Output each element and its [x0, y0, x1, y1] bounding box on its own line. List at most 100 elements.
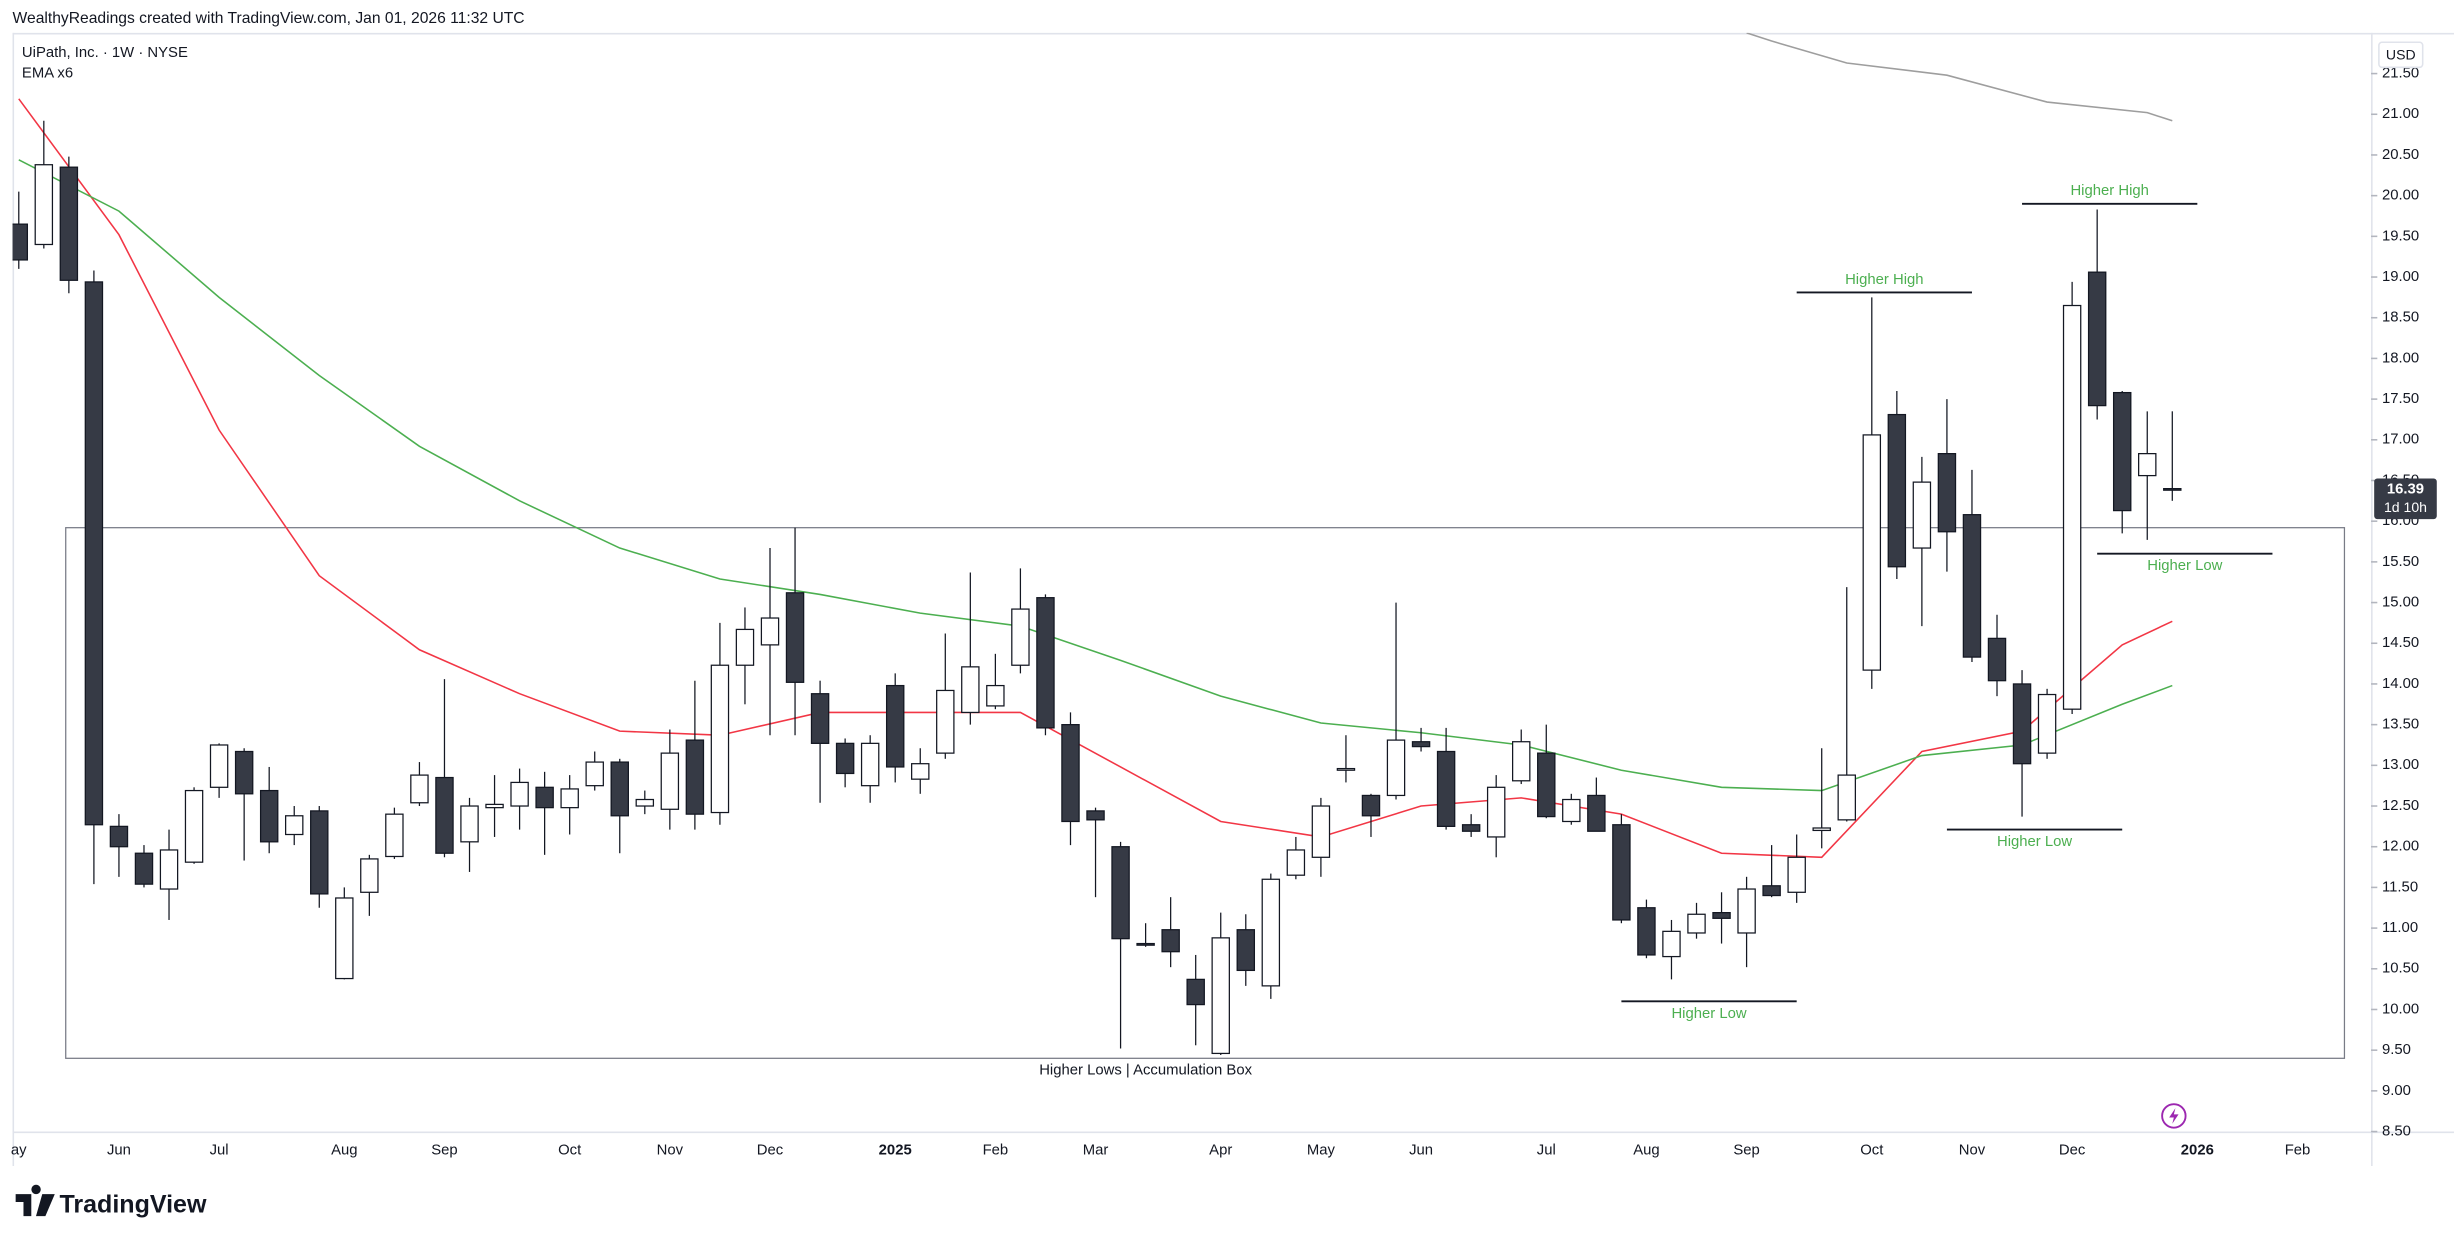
- annotation-label: Higher Low: [1671, 1006, 1746, 1022]
- candle: [1186, 954, 1205, 1046]
- candle-body: [134, 852, 154, 885]
- candle: [1311, 797, 1331, 877]
- candle-body: [1787, 856, 1806, 893]
- currency: USD: [2386, 46, 2416, 62]
- candle: [335, 887, 354, 980]
- x-tick-label: Sep: [431, 1142, 457, 1158]
- candle-body: [259, 789, 279, 843]
- x-tick-label: Jun: [1409, 1142, 1433, 1158]
- x-tick-label: Mar: [1083, 1142, 1109, 1158]
- candle-body: [911, 763, 930, 780]
- candle-body: [635, 798, 655, 807]
- candle: [1662, 919, 1681, 980]
- candle: [1361, 793, 1381, 837]
- candle: [835, 738, 855, 788]
- event-icon[interactable]: [2161, 1103, 2187, 1129]
- candle-body: [1987, 637, 2007, 682]
- candle-body: [1336, 767, 1356, 771]
- candle-body: [1086, 810, 1105, 821]
- candle-body: [109, 825, 129, 848]
- symbol-title: UiPath, Inc. · 1W · NYSE: [22, 45, 188, 61]
- y-tick-label: 18.50: [2382, 310, 2419, 326]
- candle: [1737, 876, 1756, 968]
- annotation-label: Higher Low: [2147, 558, 2222, 574]
- candle-body: [1486, 786, 1506, 838]
- y-tick-label: 13.50: [2382, 717, 2419, 733]
- candle: [485, 775, 504, 837]
- y-tick-label: 11.50: [2382, 879, 2418, 895]
- y-tick-label: 20.00: [2382, 188, 2419, 204]
- brand-icon: [15, 1184, 55, 1217]
- candle: [2062, 281, 2082, 715]
- x-tick-label: Nov: [1959, 1142, 1986, 1158]
- candle: [1912, 456, 1932, 627]
- candle-body: [1837, 774, 1856, 821]
- candle-body: [961, 666, 980, 714]
- candle-body: [560, 788, 579, 809]
- candle-body: [485, 803, 504, 809]
- candle: [460, 797, 479, 872]
- candle: [1787, 834, 1806, 903]
- candle: [360, 854, 379, 916]
- candle-body: [1912, 481, 1932, 549]
- candle-body: [2012, 683, 2032, 765]
- candle: [936, 633, 955, 759]
- candle-body: [435, 776, 454, 854]
- y-tick-label: 10.50: [2382, 961, 2419, 977]
- candle-body: [610, 761, 629, 817]
- candle-body: [385, 813, 404, 858]
- candle-body: [184, 789, 204, 863]
- candle-body: [735, 628, 755, 666]
- candle-body: [1962, 514, 1982, 658]
- candle: [1587, 777, 1606, 832]
- y-tick-label: 20.50: [2382, 147, 2419, 163]
- candle-body: [1361, 794, 1381, 817]
- candle-body: [1587, 794, 1606, 832]
- candle: [1937, 399, 1957, 572]
- candle-body: [1461, 824, 1481, 832]
- candle-body: [1737, 888, 1756, 934]
- annotation-label: Higher Low: [1997, 834, 2072, 850]
- candle-body: [1537, 752, 1556, 818]
- candle-body: [460, 805, 479, 843]
- candle: [1436, 727, 1456, 830]
- y-tick-label: 14.00: [2382, 676, 2419, 692]
- candle: [1011, 568, 1030, 674]
- candle-body: [760, 617, 780, 646]
- candle-body: [1887, 413, 1907, 568]
- candle: [860, 735, 880, 803]
- candle: [12, 191, 29, 269]
- candle: [410, 762, 429, 807]
- candle: [810, 680, 830, 803]
- candle-body: [84, 281, 104, 826]
- candle: [560, 775, 579, 835]
- candle: [184, 787, 204, 864]
- candle: [685, 680, 705, 830]
- price-tag-value: 16.39: [2387, 481, 2424, 497]
- y-tick-label: 11.00: [2382, 920, 2418, 936]
- candle: [259, 766, 279, 854]
- x-tick-label: Jul: [210, 1142, 229, 1158]
- candle: [1161, 897, 1180, 968]
- candle: [1537, 724, 1556, 819]
- x-tick-label: Oct: [558, 1142, 582, 1158]
- candle-body: [885, 684, 905, 768]
- candle: [1461, 814, 1481, 837]
- candle: [385, 807, 404, 859]
- candle-body: [59, 166, 79, 281]
- candle: [2163, 411, 2182, 501]
- ema-line: [1746, 32, 2173, 122]
- x-tick-label: Jun: [107, 1142, 131, 1158]
- candle: [710, 622, 730, 825]
- y-tick-label: 13.00: [2382, 757, 2419, 773]
- ema-line: [18, 98, 2173, 859]
- candle-body: [2163, 488, 2182, 491]
- y-tick-label: 17.50: [2382, 391, 2419, 407]
- candle-body: [1411, 741, 1431, 748]
- candle: [610, 758, 629, 854]
- candle: [159, 829, 179, 920]
- candle: [1687, 902, 1706, 939]
- candle-body: [1111, 846, 1130, 940]
